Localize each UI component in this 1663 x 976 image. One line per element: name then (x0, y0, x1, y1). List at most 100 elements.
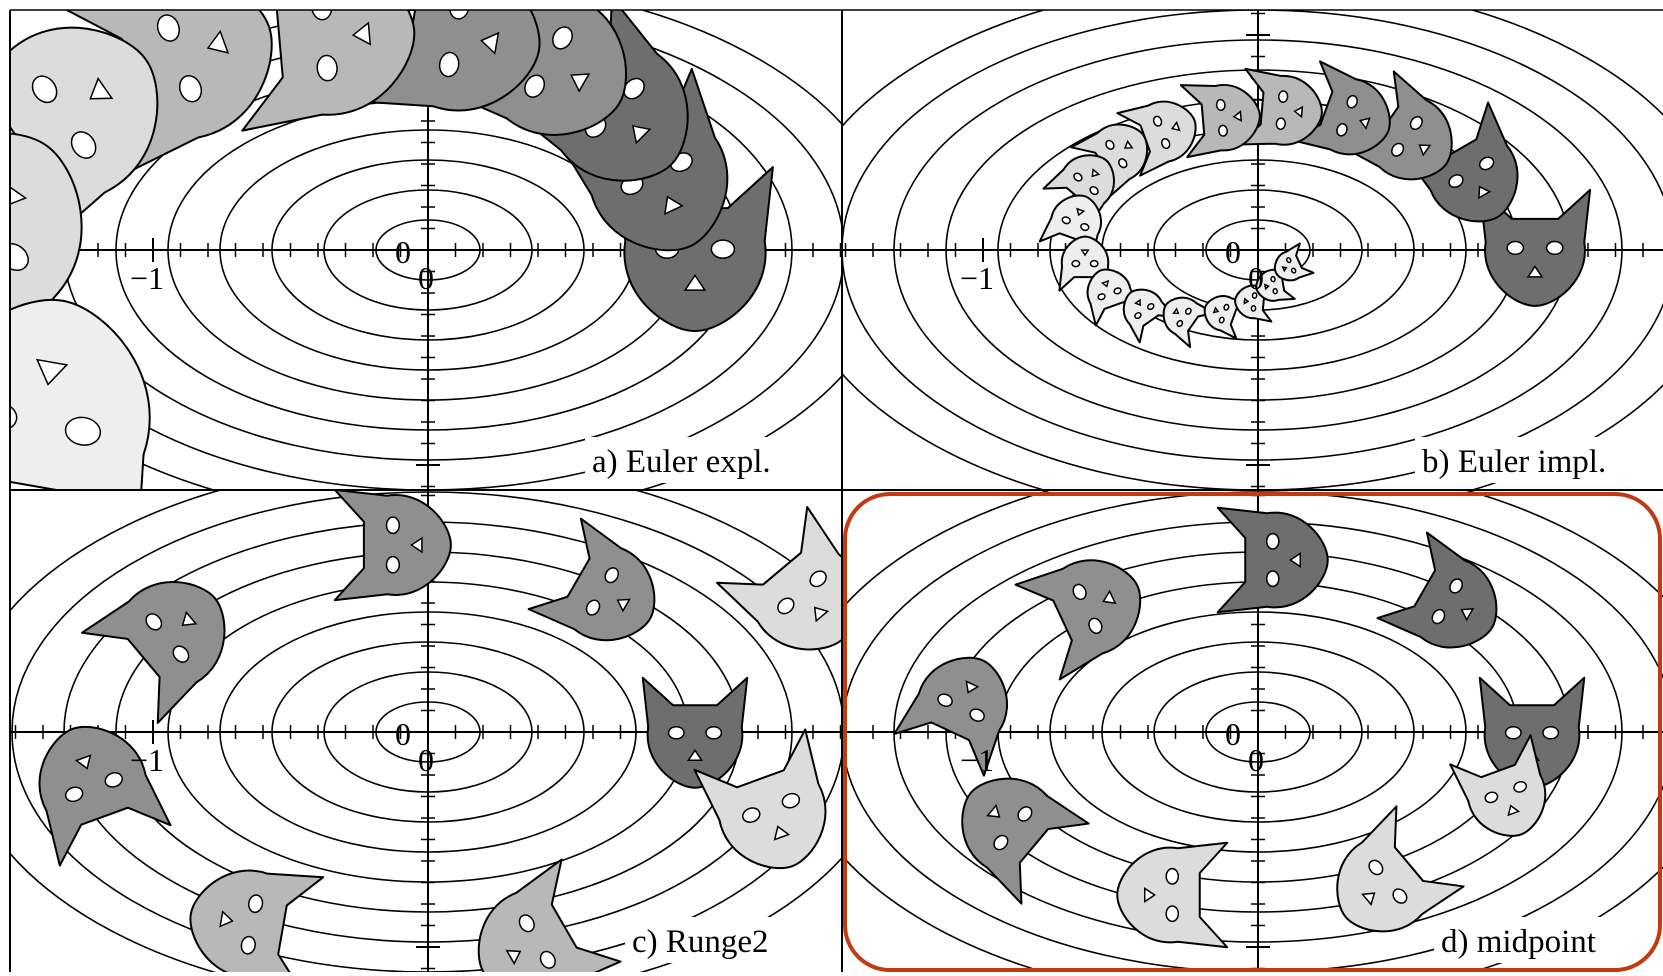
cat-head (1376, 531, 1498, 649)
cat-eye (385, 555, 401, 574)
cat-mouth (1076, 207, 1086, 217)
cat-outline (1478, 188, 1592, 307)
tick-label-minus-one: −1 (960, 260, 994, 296)
cat-eye (1165, 867, 1180, 885)
cat-eye (1250, 304, 1257, 312)
cat-head (1401, 101, 1519, 223)
cat-mouth (813, 606, 830, 623)
origin-label-x: 0 (418, 260, 434, 296)
cat-eye (1061, 216, 1071, 225)
cat-head (527, 517, 656, 642)
cat-mouth (351, 21, 372, 46)
panel-caption: a) Euler expl. (592, 444, 771, 480)
cat-eye (705, 725, 723, 740)
cat-outline (477, 858, 622, 972)
cat-mouth (74, 754, 92, 770)
cat-eye (1265, 570, 1280, 588)
cat-head (226, 10, 416, 132)
cat-head (1237, 67, 1323, 146)
cat-head (1336, 805, 1465, 933)
cat-outline (226, 10, 416, 132)
cat-head (716, 506, 842, 651)
panel-d: −1 0 0 d) midpoint (842, 490, 1663, 972)
cat-head (10, 298, 151, 490)
cat-eye (777, 597, 795, 615)
cat-mouth (631, 124, 652, 145)
cat-mouth (965, 680, 980, 694)
cat-eye (1478, 156, 1495, 171)
panel-c: −1 0 0 c) Runge2 (10, 490, 842, 972)
cat-eye (1545, 240, 1564, 256)
cat-head (333, 490, 452, 602)
cat-head (58, 10, 273, 177)
cat-mouth (181, 610, 198, 627)
cat-eye (1272, 287, 1278, 295)
cat-eye (539, 950, 556, 969)
cat-outline (1449, 734, 1547, 837)
tick-label-minus-one: −1 (130, 260, 164, 296)
cat-eye (1218, 316, 1225, 324)
cat-mouth (10, 181, 28, 208)
cat-eye (1542, 725, 1560, 740)
cat-eye (247, 894, 264, 914)
cat-eye (1134, 312, 1142, 320)
cat-eye (1513, 781, 1528, 793)
cat-eye (1176, 319, 1184, 328)
cat-eye (1504, 725, 1522, 740)
cat-eye (1071, 259, 1081, 268)
cat-eye (172, 645, 190, 663)
cat-eye (10, 401, 18, 432)
cat-mouth (1281, 266, 1288, 273)
cat-eye (993, 834, 1009, 851)
cat-eye (1484, 791, 1499, 804)
cat-outline (1116, 841, 1229, 949)
cat-outline (58, 10, 273, 177)
cat-eye (1215, 98, 1226, 112)
cat-head (1086, 268, 1142, 327)
cat-eye (1218, 124, 1228, 137)
cat-head (1162, 296, 1216, 349)
cat-eye (1431, 608, 1446, 625)
cat-trajectory (10, 10, 774, 490)
cat-mouth (1123, 139, 1134, 149)
cat-mouth (1243, 297, 1250, 305)
cat-eye (1290, 267, 1297, 274)
cat-eye (1113, 287, 1122, 295)
cat-eye (667, 725, 685, 740)
cat-head (1255, 264, 1296, 302)
cat-eye (1089, 186, 1099, 196)
cat-eye (1088, 617, 1103, 634)
cat-eye (316, 54, 338, 82)
cat-eye (385, 516, 401, 535)
origin-label-x: 0 (1248, 742, 1264, 778)
cat-eye (1392, 888, 1408, 904)
cat-mouth (1507, 804, 1521, 817)
cat-eye (240, 935, 256, 955)
cat-eye (969, 708, 985, 722)
origin-label-x: 0 (1248, 260, 1264, 296)
cat-outline (10, 298, 151, 490)
cat-outline (1290, 60, 1391, 156)
cat-mouth (1100, 279, 1110, 288)
cat-mouth (1232, 110, 1243, 123)
cat-head (1449, 734, 1547, 837)
cat-mouth (1418, 144, 1432, 157)
cat-outline (1216, 506, 1329, 614)
cat-eye (1184, 307, 1192, 315)
cat-mouth (570, 73, 591, 93)
cat-eye (781, 792, 801, 809)
cat-eye (449, 10, 470, 20)
cat-mouth (1144, 886, 1157, 904)
cat-eye (1286, 257, 1292, 264)
cat-eye (1160, 138, 1171, 150)
cat-eye (1165, 905, 1180, 923)
cat-eye (1146, 303, 1155, 311)
cat-eye (524, 74, 546, 98)
cat-head (477, 858, 622, 972)
cat-head (1116, 100, 1197, 177)
cat-eye (1073, 172, 1083, 182)
panel-caption: b) Euler impl. (1422, 444, 1606, 480)
panel-b: −1 0 0 b) Euler impl. (842, 10, 1663, 490)
cat-head (189, 869, 325, 972)
cat-head (1014, 559, 1142, 681)
